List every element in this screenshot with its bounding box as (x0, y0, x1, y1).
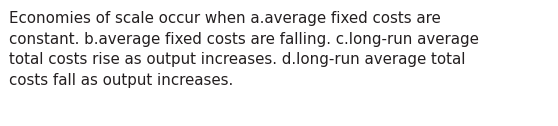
Text: Economies of scale occur when a.average fixed costs are
constant. b.average fixe: Economies of scale occur when a.average … (9, 11, 479, 88)
